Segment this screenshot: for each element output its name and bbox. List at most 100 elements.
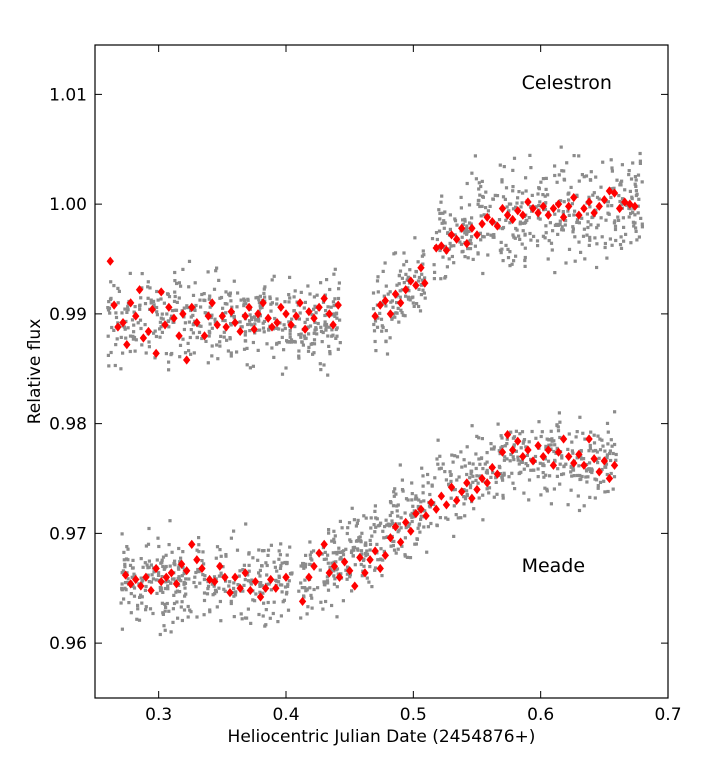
raw-point <box>394 492 398 496</box>
raw-point <box>206 584 211 588</box>
raw-point <box>138 307 142 311</box>
raw-point <box>604 218 608 222</box>
binned-point-meade <box>361 568 369 578</box>
binned-point-celestron <box>529 203 537 214</box>
raw-point <box>293 325 297 329</box>
raw-point <box>282 598 286 602</box>
raw-point <box>582 227 586 231</box>
raw-point <box>166 584 170 588</box>
plot-frame <box>94 44 669 699</box>
raw-point <box>544 231 548 235</box>
raw-point <box>268 616 272 620</box>
raw-point <box>256 558 260 562</box>
raw-point <box>148 607 153 611</box>
binned-point-celestron <box>114 322 122 332</box>
raw-point <box>380 324 384 328</box>
raw-point <box>338 557 342 561</box>
raw-point <box>496 422 500 426</box>
raw-point <box>305 317 309 321</box>
raw-point <box>514 429 518 433</box>
raw-point <box>332 582 336 586</box>
raw-point <box>556 223 560 227</box>
raw-point <box>253 315 257 319</box>
raw-point <box>589 170 593 174</box>
raw-point <box>350 549 354 553</box>
raw-point <box>276 620 280 624</box>
raw-point <box>417 498 421 502</box>
raw-point <box>477 198 481 202</box>
binned-point-celestron <box>585 197 593 207</box>
raw-point <box>217 586 221 590</box>
raw-point <box>250 316 254 320</box>
raw-point <box>537 420 541 424</box>
binned-point-meade <box>320 539 328 549</box>
raw-point <box>580 216 584 220</box>
raw-point <box>140 286 144 290</box>
raw-point <box>300 586 304 590</box>
binned-point-meade <box>539 451 547 462</box>
raw-point <box>523 255 527 260</box>
raw-point <box>523 233 527 237</box>
raw-point <box>423 276 427 280</box>
raw-point <box>575 220 579 224</box>
raw-point <box>523 246 527 250</box>
raw-point <box>160 330 164 334</box>
raw-point <box>439 466 443 470</box>
raw-point <box>207 329 211 333</box>
raw-point <box>528 205 533 209</box>
raw-point <box>630 195 634 199</box>
raw-point <box>196 567 200 572</box>
raw-point <box>388 290 392 294</box>
raw-point <box>194 585 198 589</box>
raw-point <box>535 239 540 243</box>
raw-point <box>552 449 556 454</box>
raw-point <box>524 220 528 224</box>
raw-point <box>358 535 362 539</box>
raw-point <box>517 190 521 194</box>
raw-point <box>544 224 548 228</box>
raw-point <box>543 457 547 461</box>
raw-point <box>218 599 222 604</box>
raw-point <box>247 569 251 573</box>
raw-point <box>563 223 567 227</box>
raw-point <box>570 440 574 444</box>
raw-point <box>406 295 410 299</box>
raw-point <box>552 439 556 443</box>
raw-point <box>266 553 270 557</box>
raw-point <box>173 290 177 294</box>
raw-point <box>337 287 341 291</box>
raw-point <box>406 297 411 301</box>
raw-point <box>395 301 399 305</box>
raw-point <box>389 300 393 304</box>
raw-point <box>158 320 162 324</box>
binned-point-meade <box>483 478 491 488</box>
raw-point <box>487 486 492 490</box>
raw-point <box>130 318 135 322</box>
raw-point <box>204 339 208 343</box>
raw-point <box>453 219 458 223</box>
raw-point <box>404 294 408 298</box>
raw-point <box>273 565 277 569</box>
raw-point <box>132 572 136 576</box>
raw-point <box>364 554 368 558</box>
raw-point <box>303 578 307 582</box>
raw-point <box>128 563 133 567</box>
binned-point-celestron <box>447 230 456 240</box>
raw-point <box>336 296 341 301</box>
raw-point <box>467 203 472 207</box>
raw-point <box>333 267 337 271</box>
binned-point-meade <box>172 579 181 589</box>
raw-point <box>417 275 421 280</box>
raw-point <box>248 319 252 323</box>
raw-point <box>121 569 125 573</box>
raw-point <box>365 576 369 580</box>
raw-point <box>541 193 545 197</box>
raw-point <box>487 491 491 495</box>
raw-point <box>266 600 270 605</box>
raw-point <box>566 209 570 213</box>
raw-point <box>318 362 322 366</box>
raw-point <box>144 544 148 548</box>
raw-point <box>546 193 550 197</box>
raw-point <box>536 475 540 479</box>
raw-point <box>119 335 123 339</box>
